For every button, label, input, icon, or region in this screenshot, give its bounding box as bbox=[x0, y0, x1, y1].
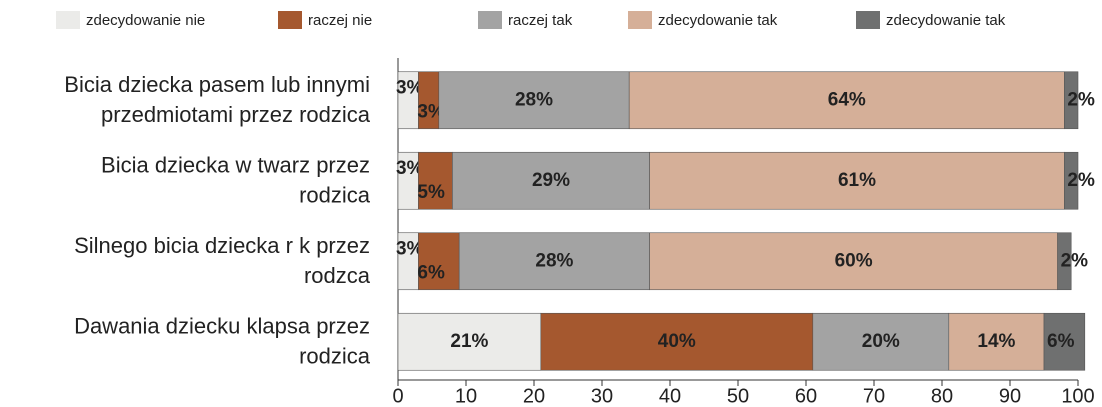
value-label: 28% bbox=[535, 250, 573, 271]
x-tick-label: 20 bbox=[523, 385, 545, 407]
value-label: 3% bbox=[396, 158, 424, 179]
legend-swatch bbox=[56, 11, 80, 29]
legend-label: zdecydowanie tak bbox=[658, 12, 778, 29]
value-label: 40% bbox=[658, 331, 696, 352]
category-label: Bicia dziecka w twarz przez bbox=[101, 153, 370, 178]
value-label: 60% bbox=[835, 250, 873, 271]
legend-label: zdecydowanie nie bbox=[86, 12, 205, 29]
bar-segment bbox=[649, 151, 1065, 210]
legend-swatch bbox=[278, 11, 302, 29]
bar-segment bbox=[540, 312, 814, 371]
bar-segment bbox=[628, 71, 1065, 130]
value-label: 29% bbox=[532, 170, 570, 191]
value-label: 64% bbox=[828, 89, 866, 110]
value-label: 2% bbox=[1067, 89, 1095, 110]
value-label: 2% bbox=[1061, 250, 1089, 271]
bar-segment bbox=[1064, 151, 1079, 210]
value-label: 3% bbox=[396, 238, 424, 259]
value-label: 61% bbox=[838, 170, 876, 191]
value-label: 28% bbox=[515, 89, 553, 110]
value-label: 5% bbox=[417, 182, 445, 203]
bar-segment bbox=[418, 151, 453, 210]
value-label: 21% bbox=[450, 331, 488, 352]
bar-segment bbox=[458, 232, 650, 291]
category-label: rodzca bbox=[304, 263, 371, 288]
bar-segment bbox=[1043, 312, 1086, 371]
category-label: Bicia dziecka pasem lub innymi bbox=[64, 72, 370, 97]
legend-swatch bbox=[628, 11, 652, 29]
category-label: rodzica bbox=[299, 344, 371, 369]
bar-segment bbox=[1057, 232, 1072, 291]
value-label: 14% bbox=[977, 331, 1015, 352]
x-tick-label: 30 bbox=[591, 385, 613, 407]
x-tick-label: 90 bbox=[999, 385, 1021, 407]
bar-segment bbox=[397, 312, 542, 371]
bar-segment bbox=[418, 232, 460, 291]
value-label: 2% bbox=[1067, 170, 1095, 191]
bar-segment bbox=[948, 312, 1045, 371]
x-tick-label: 40 bbox=[659, 385, 681, 407]
legend-label: raczej nie bbox=[308, 12, 372, 29]
value-label: 3% bbox=[417, 101, 445, 122]
x-tick-label: 60 bbox=[795, 385, 817, 407]
x-tick-label: 100 bbox=[1061, 385, 1094, 407]
category-label: Dawania dziecku klapsa przez bbox=[74, 314, 370, 339]
bar-segment bbox=[452, 151, 650, 210]
x-tick-label: 50 bbox=[727, 385, 749, 407]
x-tick-label: 80 bbox=[931, 385, 953, 407]
x-tick-label: 70 bbox=[863, 385, 885, 407]
legend-label: zdecydowanie tak bbox=[886, 12, 1006, 29]
value-label: 6% bbox=[1047, 331, 1075, 352]
bar-segment bbox=[649, 232, 1058, 291]
category-label: Silnego bicia dziecka r k przez bbox=[74, 233, 370, 258]
legend-swatch bbox=[478, 11, 502, 29]
bar-segment bbox=[1064, 71, 1079, 130]
legend-swatch bbox=[856, 11, 880, 29]
bar-segment bbox=[438, 71, 630, 130]
value-label: 3% bbox=[396, 77, 424, 98]
legend-label: raczej tak bbox=[508, 12, 573, 29]
x-tick-label: 10 bbox=[455, 385, 477, 407]
x-tick-label: 0 bbox=[392, 385, 403, 407]
category-label: przedmiotami przez rodzica bbox=[101, 102, 371, 127]
value-label: 20% bbox=[862, 331, 900, 352]
value-label: 6% bbox=[417, 262, 445, 283]
category-label: rodzica bbox=[299, 183, 371, 208]
